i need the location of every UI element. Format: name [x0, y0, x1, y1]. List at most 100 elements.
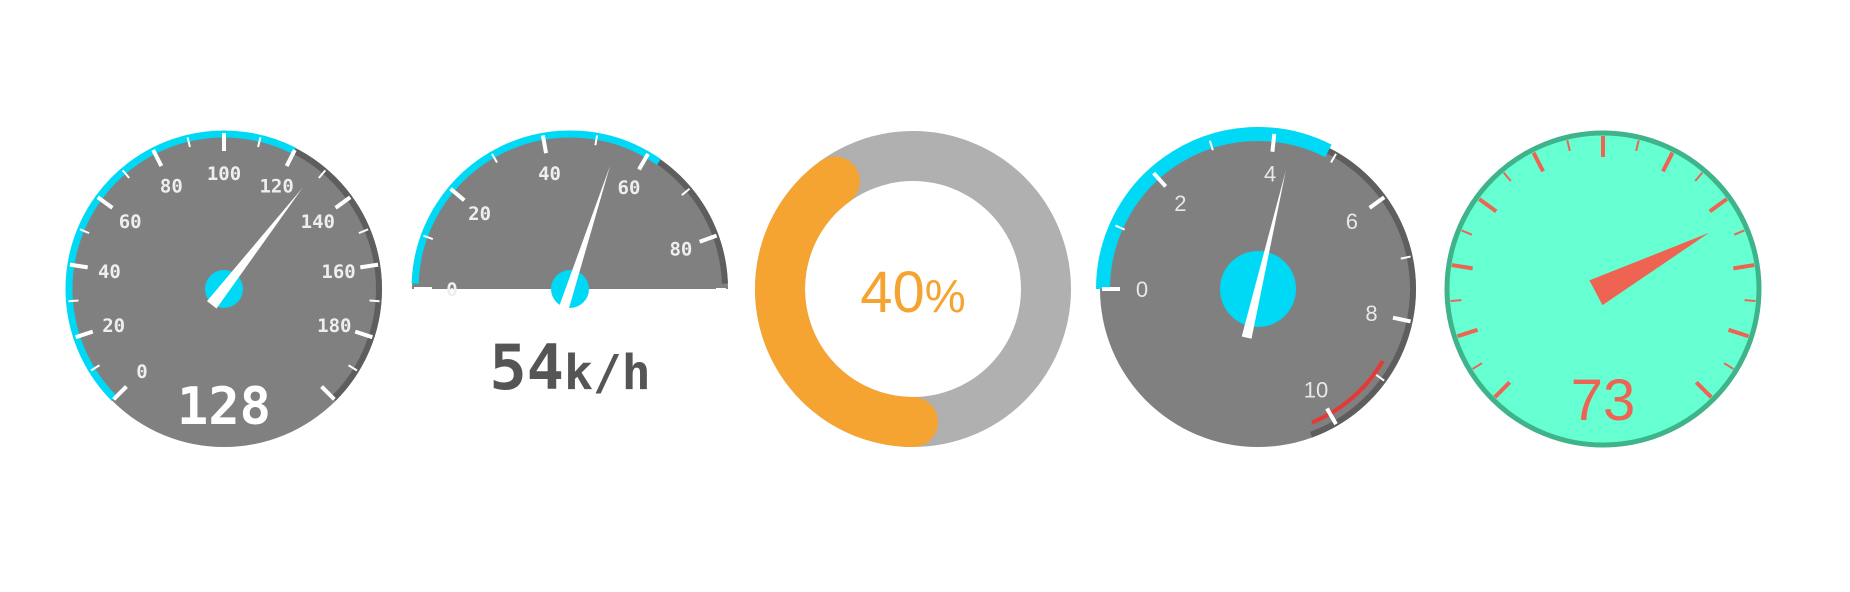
dial-ticks [1102, 133, 1412, 426]
speedometer-tick [68, 299, 79, 303]
speedometer-tick-label: 140 [301, 211, 335, 233]
speedometer-tick [121, 169, 130, 179]
mint-meter-tick [1478, 197, 1498, 214]
mint-meter-tick [1708, 197, 1728, 214]
half-speedometer-tick-labels: 0 20 40 60 80 [446, 163, 692, 301]
mint-meter-tick [1451, 263, 1473, 271]
dial-tick-label: 0 [1136, 277, 1148, 302]
half-speedometer-gauge: 0 20 40 60 80 54k/h [411, 130, 728, 404]
percent-donut-fill [755, 156, 938, 447]
speedometer-tick [151, 149, 164, 167]
dial-redline [1311, 359, 1385, 425]
half-speedometer-tick-label: 80 [669, 239, 692, 261]
mint-meter-tick [1456, 327, 1479, 339]
speedometer-tick-label: 100 [207, 163, 241, 185]
half-speedometer-face [412, 131, 728, 289]
dial-tick [1152, 171, 1168, 188]
speedometer-tick [318, 169, 327, 179]
speedometer-needle [205, 187, 303, 309]
speedometer-tick [96, 195, 114, 210]
dial-tick [1208, 140, 1214, 151]
speedometer-tick [79, 228, 90, 235]
speedometer-tick [334, 195, 352, 210]
speedometer-tick-label: 40 [98, 261, 121, 283]
speedometer-tick [320, 385, 336, 401]
dial-tick-labels: 0 2 4 6 8 10 [1136, 162, 1378, 403]
percent-donut-gauge: 40% [755, 131, 1071, 447]
half-speedometer-needle-shape [559, 165, 611, 310]
dial-gauge: 0 2 4 6 8 10 [1096, 127, 1416, 447]
dial-tick [1368, 195, 1386, 210]
half-speedometer-readout-unit: k/h [564, 345, 651, 401]
mint-meter-tick [1566, 139, 1571, 152]
half-speedometer-tick [449, 187, 466, 202]
speedometer-readout: 128 [177, 377, 271, 437]
mint-meter-tick [1635, 139, 1640, 152]
mint-meter-tick [1661, 151, 1675, 173]
dial-tick-label: 6 [1346, 209, 1358, 234]
half-speedometer-tick [698, 233, 718, 244]
speedometer-needle-shape [207, 187, 303, 309]
speedometer-tick-label: 60 [119, 211, 142, 233]
speedometer-tick [69, 262, 89, 270]
speedometer-tick [112, 385, 128, 401]
half-speedometer-tick [681, 187, 691, 196]
half-speedometer-tick-label: 40 [538, 163, 561, 185]
speedometer-tick-label: 20 [102, 315, 125, 337]
mint-meter-needle-shape [1589, 232, 1710, 306]
mint-meter-tick [1461, 229, 1473, 236]
mint-meter-tick [1472, 362, 1483, 370]
speedometer-tick [369, 299, 380, 303]
dial-tick [1375, 374, 1385, 382]
half-speedometer-needle [551, 165, 611, 310]
speedometer-tick-label: 160 [321, 261, 355, 283]
half-speedometer-tick [423, 234, 434, 241]
mint-meter-tick [1450, 299, 1462, 303]
mint-meter-tick [1733, 263, 1755, 271]
mint-meter-tick [1502, 172, 1512, 182]
half-speedometer-tick [594, 135, 599, 146]
half-speedometer-tick-label: 60 [618, 177, 641, 199]
speedometer-ticks [68, 133, 380, 401]
half-speedometer-tick [540, 135, 549, 154]
speedometer-tick-labels: 0 20 40 60 80 100 120 140 160 180 [98, 163, 356, 383]
half-speedometer-tick-label: 20 [468, 203, 491, 225]
dial-tick-label: 2 [1174, 191, 1186, 216]
speedometer-tick [284, 149, 297, 167]
percent-donut-label: 40% [860, 260, 965, 325]
dial-tick-label: 10 [1304, 377, 1328, 402]
half-speedometer-ticks [414, 135, 726, 291]
speedometer-tick [354, 329, 373, 340]
dial-needle-shape [1241, 170, 1286, 339]
mint-meter-gauge: 73 [1444, 130, 1762, 448]
dial-tick-label: 8 [1365, 301, 1377, 326]
speedometer-tick [347, 364, 358, 372]
dial-needle [1220, 170, 1296, 339]
mint-meter-tick [1733, 229, 1745, 236]
dial-tick [1392, 315, 1412, 324]
speedometer-tick [257, 137, 262, 148]
dial-tick [1330, 153, 1337, 164]
dial-tick [1115, 224, 1126, 231]
dial-tick [1270, 133, 1277, 152]
dial-tick-label: 4 [1264, 162, 1276, 187]
mint-meter-ticks [1450, 136, 1756, 399]
mint-meter-tick [1723, 362, 1734, 370]
mint-meter-tick [1694, 172, 1704, 182]
speedometer-tick-label: 80 [160, 176, 183, 198]
percent-donut-unit: % [925, 270, 966, 322]
half-speedometer-readout: 54k/h [489, 331, 650, 404]
mint-meter-tick [1727, 327, 1750, 339]
speedometer-gauge: 0 20 40 60 80 100 120 140 160 180 128 [65, 130, 382, 447]
speedometer-tick-label: 0 [136, 361, 147, 383]
mint-meter-tick [1531, 151, 1545, 173]
mint-meter-needle [1589, 232, 1710, 306]
speedometer-tick-label: 180 [317, 315, 351, 337]
dial-tick [1400, 255, 1411, 260]
mint-meter-tick [1744, 299, 1756, 303]
half-speedometer-tick-label: 0 [446, 279, 457, 301]
half-speedometer-tick [637, 152, 650, 171]
dial-accent-arc [1096, 127, 1332, 290]
